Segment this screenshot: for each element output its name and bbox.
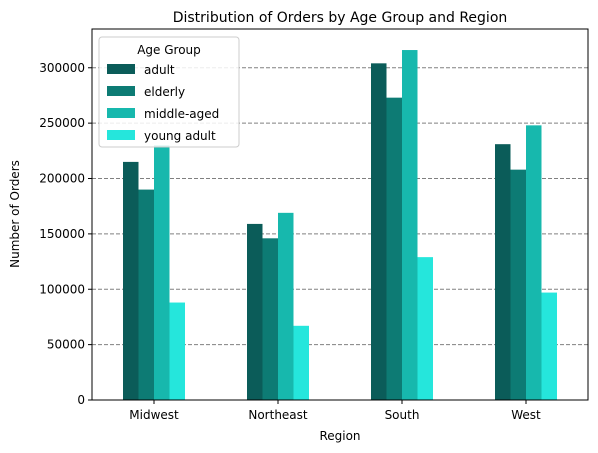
y-tick-label: 100000 (39, 282, 85, 296)
y-axis: 0 50000 100000 150000 200000 250000 300000 (39, 61, 92, 407)
bar-elderly-northeast (262, 238, 278, 400)
bar-young-adult-west (541, 292, 557, 400)
legend-label: young adult (144, 129, 216, 143)
legend-swatch (107, 108, 135, 118)
legend-swatch (107, 130, 135, 140)
y-axis-label: Number of Orders (8, 160, 22, 268)
bar-young-adult-northeast (293, 325, 309, 400)
x-tick-label: Northeast (248, 408, 308, 422)
bar-adult-northeast (247, 223, 263, 400)
bar-elderly-south (386, 97, 402, 400)
plot-frame (91, 28, 589, 401)
bar-elderly-west (510, 169, 526, 400)
x-tick-label: South (385, 408, 420, 422)
legend-label: middle-aged (144, 107, 219, 121)
legend-label: adult (144, 63, 175, 77)
legend-swatch (107, 86, 135, 96)
bar-adult-south (371, 63, 387, 400)
bar-middle-aged-west (526, 125, 542, 401)
x-tick-label: Midwest (129, 408, 179, 422)
legend-label: elderly (144, 85, 185, 99)
x-axis: Midwest Northeast South West (129, 400, 541, 422)
bar-adult-midwest (123, 161, 139, 400)
legend-title: Age Group (137, 43, 201, 57)
bar-adult-west (495, 144, 511, 400)
chart-title: Distribution of Orders by Age Group and … (173, 10, 508, 26)
bars (123, 50, 557, 401)
bar-middle-aged-midwest (154, 145, 170, 400)
y-tick-label: 50000 (47, 338, 85, 352)
bar-middle-aged-south (402, 50, 418, 401)
bar-middle-aged-northeast (278, 212, 294, 400)
x-axis-label: Region (319, 429, 360, 443)
bar-young-adult-midwest (169, 302, 185, 400)
y-tick-label: 300000 (39, 61, 85, 75)
y-tick-label: 200000 (39, 172, 85, 186)
bar-elderly-midwest (138, 189, 154, 400)
bar-young-adult-south (417, 257, 433, 400)
y-tick-label: 0 (77, 393, 85, 407)
y-tick-label: 150000 (39, 227, 85, 241)
legend-swatch (107, 64, 135, 74)
x-tick-label: West (511, 408, 541, 422)
y-tick-label: 250000 (39, 116, 85, 130)
legend: Age Group adult elderly middle-aged young ad… (98, 36, 240, 148)
